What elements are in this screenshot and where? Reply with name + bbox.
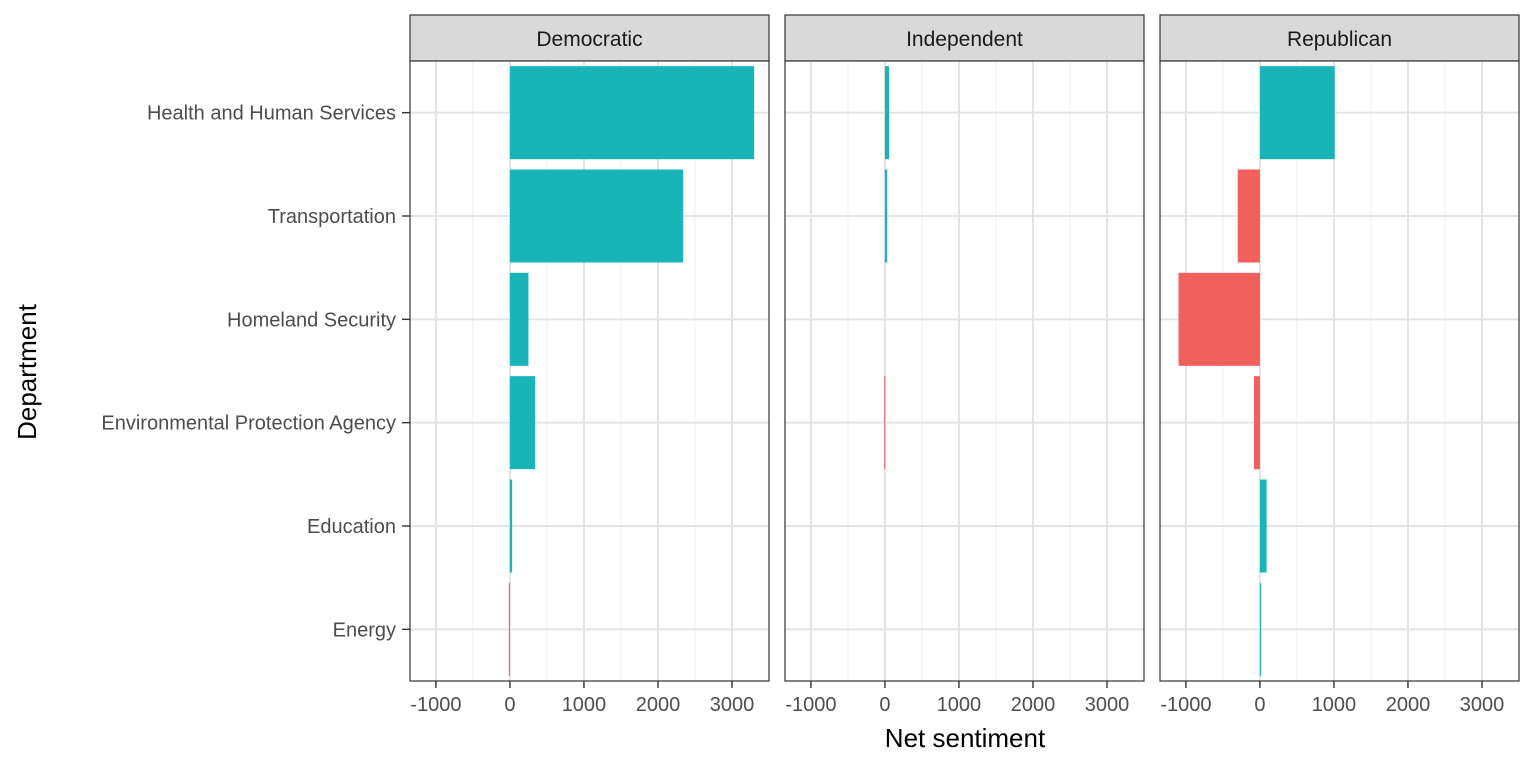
x-tick-label: -1000: [785, 694, 836, 716]
bar-republican-0: [1259, 66, 1335, 160]
y-tick-label: Health and Human Services: [147, 103, 396, 125]
bar-republican-1: [1237, 169, 1260, 263]
x-tick-label: 0: [879, 694, 890, 716]
x-tick-label: 3000: [1460, 694, 1505, 716]
panel-background: [785, 61, 1144, 681]
x-tick-label: -1000: [410, 694, 461, 716]
facet-strip: [784, 14, 1145, 62]
x-tick-label: 2000: [1386, 694, 1431, 716]
x-tick-label: 0: [1254, 694, 1265, 716]
bar-democratic-0: [509, 66, 755, 160]
facet-strip-label: Independent: [906, 28, 1023, 51]
y-tick-label: Environmental Protection Agency: [101, 413, 396, 435]
x-tick-label: 1000: [937, 694, 982, 716]
y-axis-labels: Health and Human Services Transportation H…: [101, 103, 410, 641]
bar-independent-0: [884, 66, 889, 160]
y-tick-label: Homeland Security: [227, 309, 396, 331]
facet-panels: Democratic -1000 0 1000 2000 3000 Independent -…: [409, 14, 1520, 716]
bar-democratic-1: [509, 169, 684, 263]
bar-democratic-3: [509, 376, 536, 470]
panel-border: [784, 60, 1145, 682]
facet-strip: [1159, 14, 1520, 62]
x-tick-label: -1000: [1160, 694, 1211, 716]
panel-background: [410, 61, 769, 681]
bar-independent-1: [884, 169, 888, 263]
y-tick-label: Education: [307, 516, 396, 538]
bar-republican-5: [1259, 582, 1262, 676]
bar-democratic-4: [509, 479, 513, 573]
x-tick-label: 3000: [710, 694, 755, 716]
y-tick-label: Energy: [333, 619, 396, 641]
panel-border: [409, 60, 770, 682]
facet-panel-independent: Independent -1000 0 1000 2000 3000: [784, 14, 1145, 716]
x-tick-label: 3000: [1085, 694, 1130, 716]
panel-border: [1159, 60, 1520, 682]
facet-strip-label: Democratic: [536, 28, 642, 51]
x-tick-label: 0: [504, 694, 515, 716]
bar-republican-2: [1178, 272, 1260, 366]
facet-panel-republican: Republican -1000 0 1000 2000 3000: [1159, 14, 1520, 716]
x-tick-label: 1000: [562, 694, 607, 716]
x-tick-label: 2000: [636, 694, 681, 716]
bar-republican-4: [1259, 479, 1267, 573]
facet-panel-democratic: Democratic -1000 0 1000 2000 3000: [409, 14, 770, 716]
x-tick-label: 2000: [1011, 694, 1056, 716]
panel-background: [1160, 61, 1519, 681]
x-tick-label: 1000: [1312, 694, 1357, 716]
bar-democratic-5: [508, 582, 510, 676]
bar-republican-3: [1254, 376, 1260, 470]
facet-strip-label: Republican: [1287, 28, 1392, 51]
bar-democratic-2: [509, 272, 529, 366]
y-tick-label: Transportation: [268, 206, 396, 228]
x-axis-title: Net sentiment: [885, 723, 1046, 753]
bar-independent-3: [884, 376, 886, 470]
y-axis-title: Department: [12, 303, 42, 440]
